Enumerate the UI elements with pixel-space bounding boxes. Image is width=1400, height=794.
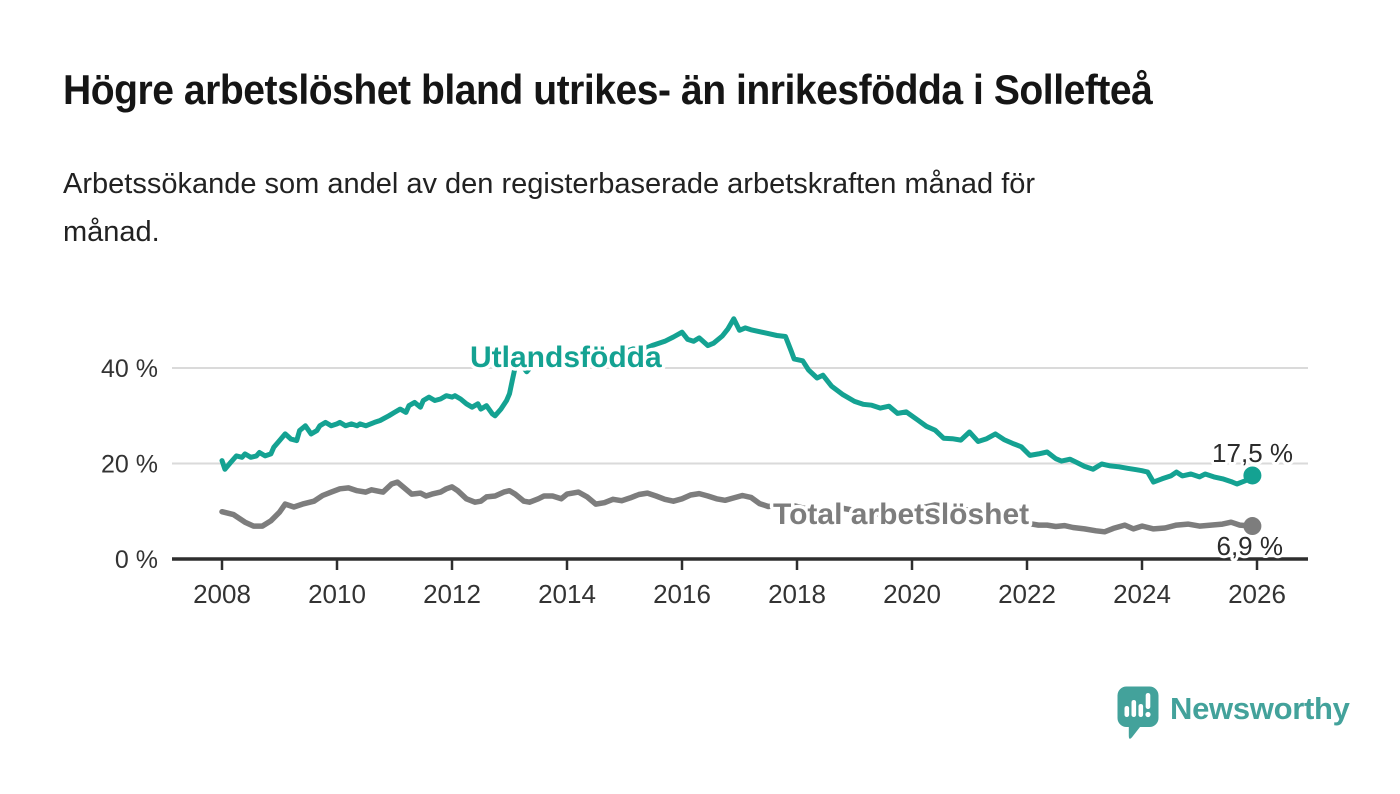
subtitle-line-2: månad. (63, 216, 160, 248)
x-tick-label: 2020 (883, 579, 941, 609)
x-tick-label: 2012 (423, 579, 481, 609)
y-tick-label: 40 % (101, 355, 158, 383)
series-end-dot (1243, 517, 1262, 536)
series-label-total-arbetsloshet: Total arbetslöshet (773, 498, 1029, 531)
newsworthy-logo: Newsworthy (1117, 686, 1350, 740)
newsworthy-wordmark: Newsworthy (1170, 691, 1350, 726)
series-line-total (219, 479, 1256, 535)
x-tick-label: 2026 (1228, 579, 1286, 609)
x-axis: 2008 2010 2012 2014 2016 2018 2020 2022 2024 2026 (172, 557, 1308, 609)
x-tick-label: 2008 (193, 579, 251, 609)
subtitle-line-1: Arbetssökande som andel av den registerb… (63, 168, 1036, 200)
x-tick-label: 2022 (998, 579, 1056, 609)
x-tick-label: 2016 (653, 579, 711, 609)
chart-subtitle: Arbetssökande som andel av den registerb… (63, 160, 1035, 256)
end-value-label-total: 6,9 % (1217, 531, 1284, 561)
page-title: Högre arbetslöshet bland utrikes- än inr… (63, 66, 1153, 113)
x-tick-label: 2014 (538, 579, 596, 609)
series-label-utlandsfodda: Utlandsfödda (470, 341, 662, 374)
end-value-label-utlandsfodda: 17,5 % (1212, 438, 1293, 468)
series-layer (219, 316, 1262, 536)
x-tick-label: 2024 (1113, 579, 1171, 609)
series-end-dot (1243, 466, 1262, 485)
grid-layer: 0 % 20 % 40 % (101, 355, 1308, 574)
y-tick-label: 0 % (115, 546, 158, 574)
x-tick-label: 2010 (308, 579, 366, 609)
bar-chart-speech-bubble-icon (1117, 686, 1159, 739)
y-tick-label: 20 % (101, 451, 158, 479)
series-line-utlandsfodda (219, 316, 1255, 487)
x-tick-label: 2018 (768, 579, 826, 609)
